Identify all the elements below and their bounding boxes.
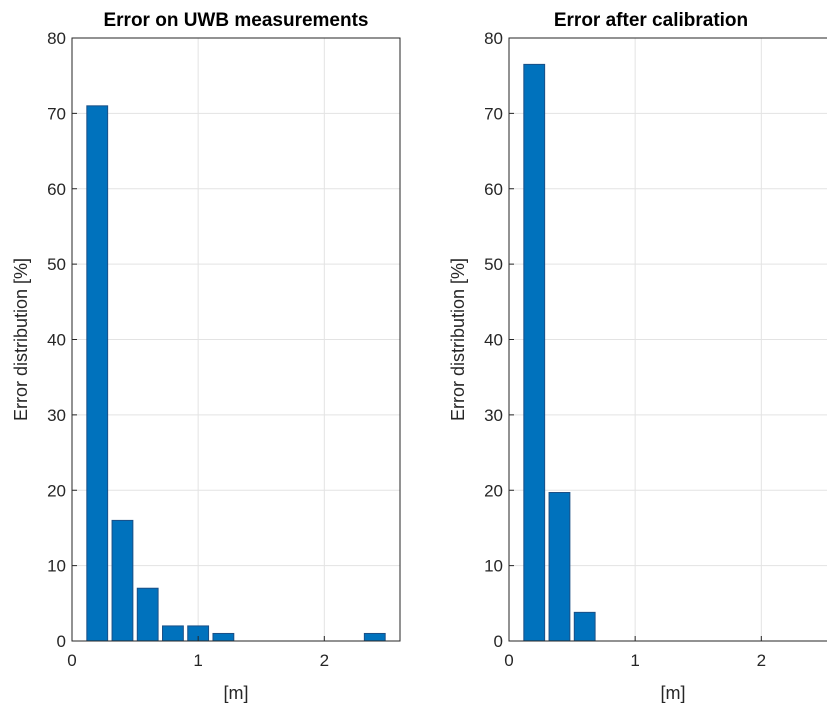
y-tick-label: 50 [47, 255, 66, 274]
x-tick-label: 1 [630, 651, 639, 670]
chart-panel-calibrated: Error after calibration [m] Error distri… [448, 10, 827, 703]
y-tick-label: 40 [47, 331, 66, 350]
x-tick-label: 0 [504, 651, 513, 670]
y-tick-label: 70 [47, 104, 66, 123]
y-tick-label: 80 [484, 29, 503, 48]
y-tick-label: 60 [484, 180, 503, 199]
y-tick-label: 0 [494, 632, 503, 651]
axes: 0 10 20 30 40 50 60 70 80 0 1 2 [47, 29, 401, 670]
bar [212, 632, 235, 642]
chart-title: Error after calibration [554, 10, 748, 31]
y-tick-label: 60 [47, 180, 66, 199]
y-tick-label: 50 [484, 255, 503, 274]
y-tick-label: 10 [484, 557, 503, 576]
x-tick-label: 0 [67, 651, 76, 670]
bar [573, 611, 596, 642]
bar [136, 587, 159, 642]
y-axis-label: Error distribution [%] [448, 258, 468, 421]
axes: 0 10 20 30 40 50 60 70 80 0 1 2 [484, 29, 827, 670]
chart-panel-uwb: Error on UWB measurements [m] Error dist… [11, 10, 401, 703]
bar [111, 519, 134, 642]
y-tick-label: 40 [484, 331, 503, 350]
bar [523, 63, 546, 642]
y-tick-label: 70 [484, 104, 503, 123]
x-tick-label: 1 [193, 651, 202, 670]
x-axis-label: [m] [224, 683, 249, 703]
y-tick-label: 20 [47, 481, 66, 500]
bars [523, 63, 596, 642]
y-tick-label: 30 [484, 406, 503, 425]
y-axis-label: Error distribution [%] [11, 258, 31, 421]
bar [363, 632, 386, 642]
x-tick-label: 2 [320, 651, 329, 670]
bar [86, 105, 109, 642]
bar [162, 625, 184, 642]
bars [86, 105, 386, 642]
x-tick-label: 2 [757, 651, 766, 670]
bar [548, 492, 571, 642]
x-axis-label: [m] [661, 683, 686, 703]
y-tick-label: 30 [47, 406, 66, 425]
y-tick-label: 80 [47, 29, 66, 48]
y-tick-label: 10 [47, 557, 66, 576]
y-tick-label: 0 [57, 632, 66, 651]
chart-title: Error on UWB measurements [103, 10, 368, 31]
y-tick-label: 20 [484, 481, 503, 500]
